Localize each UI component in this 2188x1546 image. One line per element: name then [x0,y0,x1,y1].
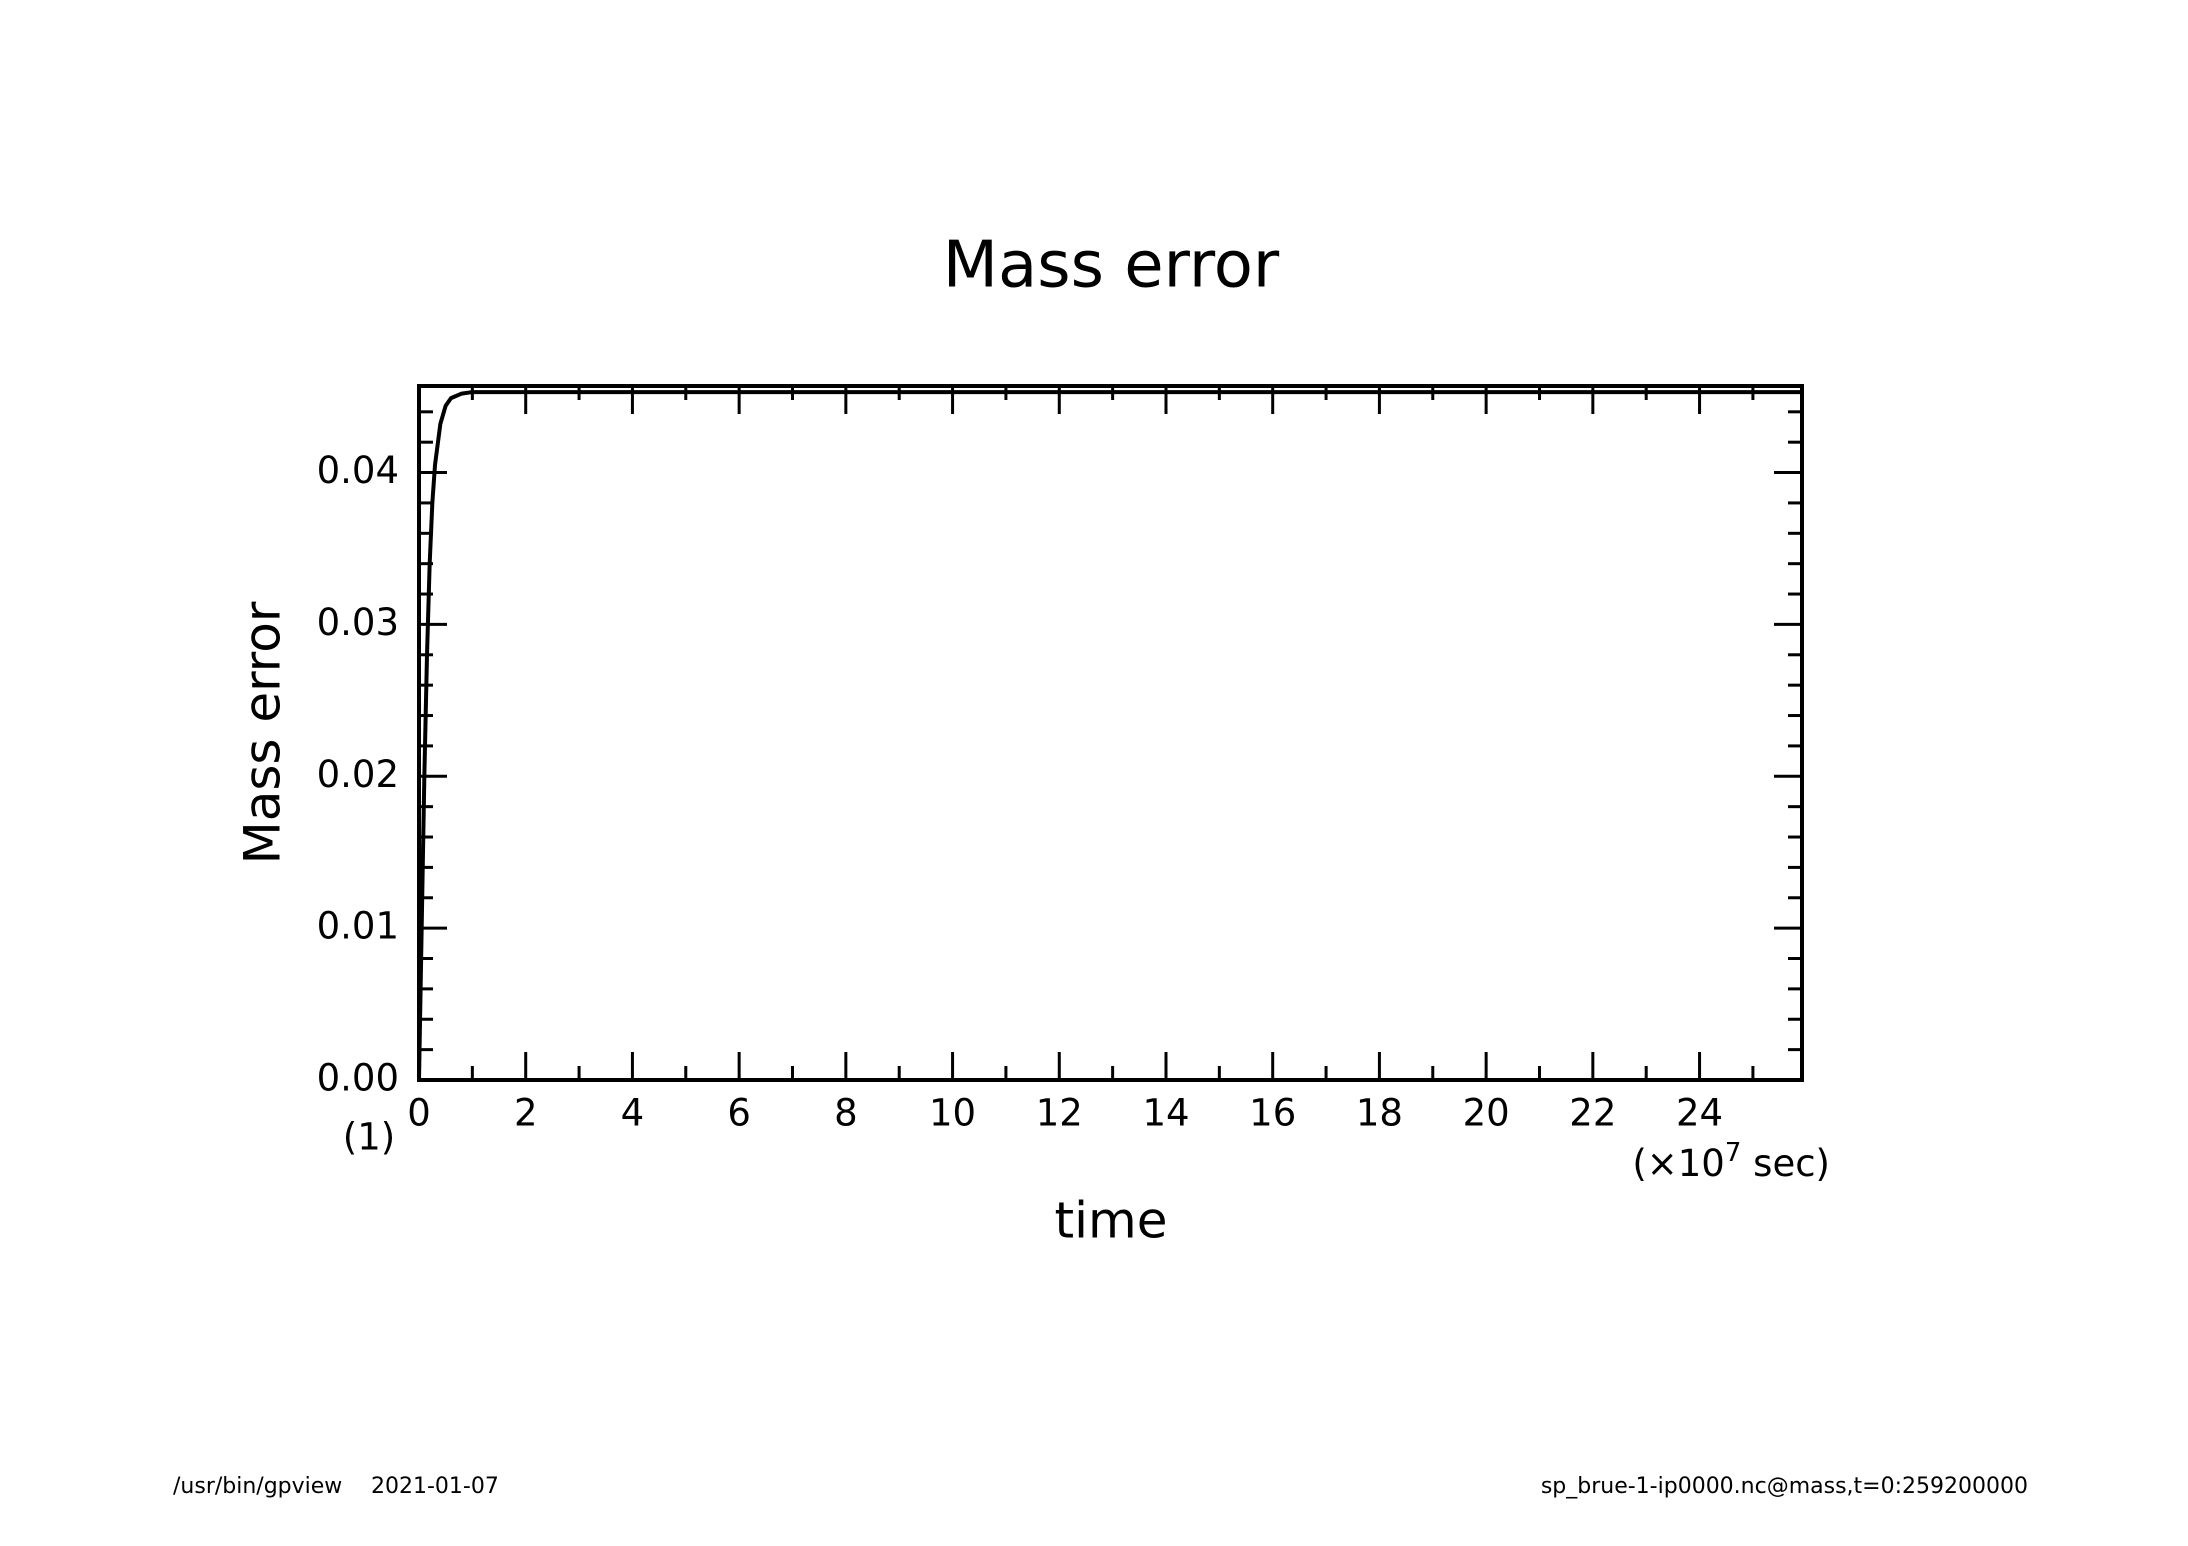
x-tick-label: 24 [1676,1092,1723,1135]
frame-label: (1) [343,1116,395,1159]
x-unit: (×107 sec) [1632,1138,1830,1185]
y-tick-label: 0.04 [317,449,399,492]
y-axis-title: Mass error [234,601,292,864]
x-tick-label: 0 [407,1092,431,1135]
x-tick-label: 12 [1036,1092,1083,1135]
x-tick-label: 10 [929,1092,976,1135]
x-unit-exponent: 7 [1725,1138,1742,1168]
plot-frame [417,384,1804,1082]
x-tick-label: 2 [514,1092,538,1135]
x-axis-title: time [1055,1192,1168,1250]
x-tick-label: 14 [1142,1092,1189,1135]
x-tick-label: 20 [1463,1092,1510,1135]
x-unit-prefix: (×10 [1632,1142,1725,1185]
footer-program: /usr/bin/gpview [173,1474,342,1499]
y-tick-label: 0.03 [317,601,399,644]
footer-date: 2021-01-07 [371,1474,499,1499]
y-tick-label: 0.02 [317,753,399,796]
x-tick-label: 8 [834,1092,858,1135]
x-tick-label: 18 [1356,1092,1403,1135]
x-unit-suffix: sec) [1741,1142,1830,1185]
x-tick-label: 4 [621,1092,645,1135]
x-tick-label: 22 [1569,1092,1616,1135]
footer-source: sp_brue-1-ip0000.nc@mass,t=0:259200000 [1541,1474,2028,1499]
x-tick-label: 16 [1249,1092,1296,1135]
chart-title: Mass error [943,229,1280,303]
y-tick-label: 0.00 [317,1057,399,1100]
y-tick-label: 0.01 [317,905,399,948]
x-tick-label: 6 [727,1092,751,1135]
data-line [417,390,1802,1081]
